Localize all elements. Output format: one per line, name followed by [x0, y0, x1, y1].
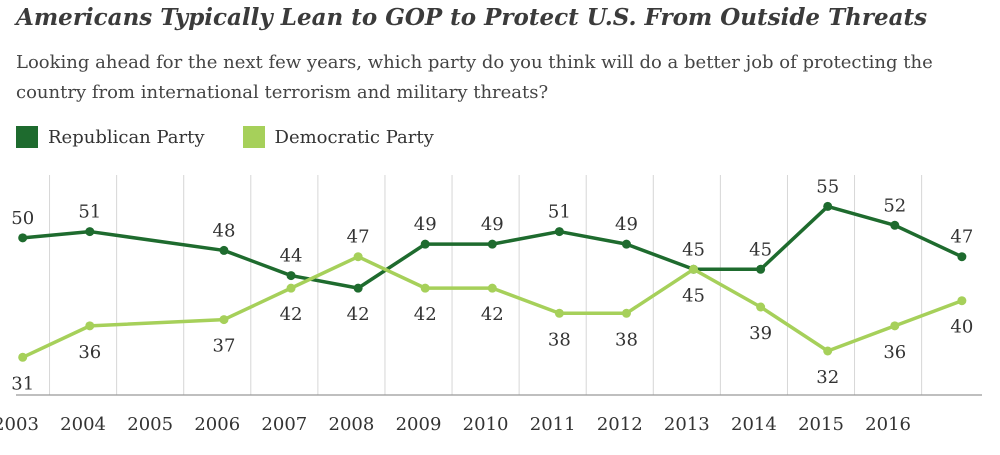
data-point-republican-4 [353, 283, 363, 293]
x-tick-label-2012: 2012 [597, 414, 643, 435]
data-label-democratic-1: 36 [78, 342, 101, 363]
x-tick-label-2009: 2009 [396, 414, 442, 435]
data-label-republican-11: 55 [816, 176, 839, 197]
data-label-republican-4: 42 [347, 304, 370, 325]
data-point-democratic-6 [487, 283, 497, 293]
chart-title: Americans Typically Lean to GOP to Prote… [16, 4, 928, 31]
data-label-republican-1: 51 [78, 202, 101, 223]
data-point-democratic-11 [823, 346, 833, 356]
data-point-republican-5 [420, 239, 430, 249]
x-tick-label-2016: 2016 [865, 414, 911, 435]
data-label-democratic-10: 39 [749, 323, 772, 344]
data-point-republican-1 [85, 227, 95, 237]
data-point-republican-12 [890, 220, 900, 230]
legend-swatch-democratic [242, 126, 265, 148]
legend: Republican Party Democratic Party [16, 126, 472, 148]
data-label-democratic-3: 42 [280, 304, 303, 325]
data-label-republican-6: 49 [481, 214, 504, 235]
data-label-republican-0: 50 [11, 208, 34, 229]
data-point-democratic-10 [756, 302, 766, 312]
series-line-democratic [21, 254, 963, 359]
data-point-democratic-3 [286, 283, 296, 293]
data-label-democratic-9: 45 [682, 285, 705, 306]
x-tick-label-2005: 2005 [127, 414, 173, 435]
data-point-democratic-0 [18, 352, 28, 362]
data-point-democratic-7 [554, 308, 564, 318]
data-label-democratic-11: 32 [816, 367, 839, 388]
data-label-republican-9: 45 [682, 239, 705, 260]
data-point-democratic-12 [890, 321, 900, 331]
legend-swatch-republican [16, 126, 38, 148]
legend-label-democratic: Democratic Party [274, 126, 434, 148]
data-point-democratic-13 [957, 296, 967, 306]
x-tick-label-2010: 2010 [463, 414, 509, 435]
data-label-democratic-2: 37 [213, 336, 236, 357]
data-label-republican-13: 47 [950, 227, 973, 248]
data-label-republican-8: 49 [615, 214, 638, 235]
data-label-republican-10: 45 [749, 239, 772, 260]
data-point-republican-3 [286, 271, 296, 281]
x-tick-label-2008: 2008 [329, 414, 375, 435]
data-label-democratic-5: 42 [414, 304, 437, 325]
legend-item-democratic: Democratic Party [242, 126, 434, 148]
data-label-democratic-6: 42 [481, 304, 504, 325]
data-point-republican-0 [18, 233, 28, 243]
data-label-republican-7: 51 [548, 202, 571, 223]
data-point-republican-8 [621, 239, 631, 249]
data-label-republican-5: 49 [414, 214, 437, 235]
data-point-republican-11 [823, 201, 833, 211]
data-point-democratic-1 [85, 321, 95, 331]
x-tick-label-2006: 2006 [194, 414, 240, 435]
data-label-republican-2: 48 [213, 220, 236, 241]
x-tick-label-2004: 2004 [60, 414, 106, 435]
x-tick-label-2013: 2013 [664, 414, 710, 435]
data-label-democratic-0: 31 [11, 373, 34, 394]
data-point-democratic-8 [621, 308, 631, 318]
data-label-democratic-12: 36 [883, 342, 906, 363]
x-tick-label-2015: 2015 [798, 414, 844, 435]
data-point-republican-7 [554, 227, 564, 237]
data-label-democratic-13: 40 [950, 317, 973, 338]
data-point-republican-2 [219, 245, 229, 255]
x-tick-label-2011: 2011 [530, 414, 576, 435]
data-label-republican-12: 52 [883, 195, 906, 216]
legend-item-republican: Republican Party [16, 126, 205, 148]
chart-subtitle: Looking ahead for the next few years, wh… [16, 52, 933, 103]
x-tick-label-2003: 2003 [0, 414, 39, 435]
data-point-democratic-4 [353, 252, 363, 262]
data-point-republican-6 [487, 239, 497, 249]
x-tick-label-2014: 2014 [731, 414, 777, 435]
data-point-democratic-9 [689, 264, 699, 274]
data-point-republican-13 [957, 252, 967, 262]
x-tick-label-2007: 2007 [261, 414, 307, 435]
data-label-democratic-4: 47 [347, 227, 370, 248]
data-point-democratic-5 [420, 283, 430, 293]
data-point-republican-10 [756, 264, 766, 274]
data-label-democratic-8: 38 [615, 329, 638, 350]
legend-label-republican: Republican Party [48, 126, 205, 148]
data-label-democratic-7: 38 [548, 329, 571, 350]
data-point-democratic-2 [219, 315, 229, 325]
series-line-republican [22, 204, 963, 290]
data-label-republican-3: 44 [280, 246, 303, 267]
